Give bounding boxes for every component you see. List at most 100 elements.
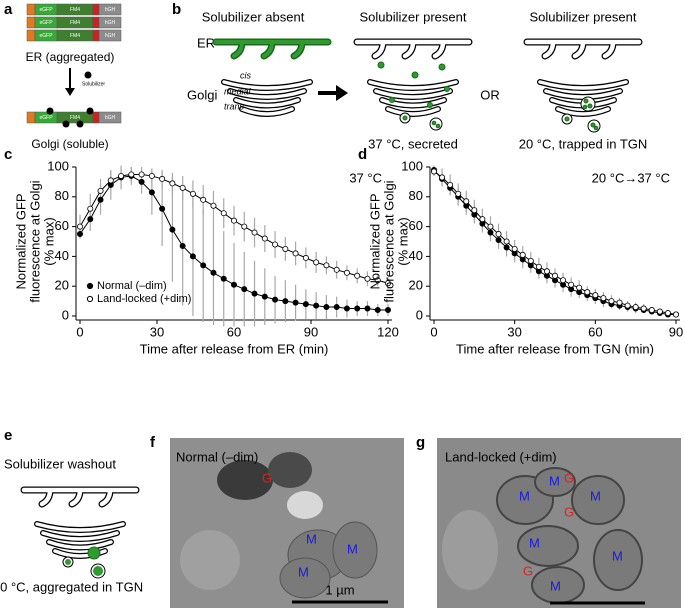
caption: 37 °C, secreted [368,136,458,151]
data-point [159,205,166,212]
solubilizer-dot [84,71,92,79]
construct-label: hGH [105,115,116,121]
legend-label: Normal (–dim) [97,280,167,292]
data-point [230,217,237,224]
data-point [592,292,599,299]
solubilizer-dot [86,107,94,115]
data-point [210,202,217,209]
micrograph [437,438,681,608]
cargo [561,96,601,133]
data-point [487,229,494,236]
header: Solubilizer washout [4,456,116,471]
data-point [463,198,470,205]
y-tick-label: 80 [55,188,69,203]
construct-label: eGFP [39,115,53,121]
cargo [377,61,450,131]
y-tick-label: 20 [55,278,69,293]
y-axis-label: Normalized GFP [367,193,382,289]
data-point [479,216,486,223]
construct-segment [26,111,36,124]
data-point [374,307,381,314]
er-label: ER [197,35,215,50]
legend-marker [86,282,94,290]
scale-label: 1 µm [325,582,354,597]
panel-label: c [4,146,12,163]
x-tick-label: 90 [304,324,318,339]
x-tick-label: 120 [377,324,399,339]
data-point [439,174,446,181]
y-tick-label: 80 [409,188,423,203]
mito-mark: M [529,535,540,550]
x-tick-label: 60 [227,324,241,339]
construct-label: eGFP [39,33,53,39]
y-tick-label: 0 [62,307,69,322]
data-point [624,302,631,309]
data-point [527,257,534,264]
er-shape [357,42,469,56]
golgi-mark: G [564,504,574,519]
data-point [272,296,279,303]
data-point [179,184,186,191]
construct-segment [92,29,100,42]
data-point [600,295,607,302]
data-point [384,307,391,314]
caption: 20 °C, trapped in TGN [519,136,648,151]
data-point [656,308,663,315]
legend-label: Land-locked (+dim) [97,293,191,305]
construct-segment [98,16,122,29]
data-point [471,207,478,214]
x-axis-label: Time after release from TGN (min) [456,341,654,356]
data-point [138,171,145,178]
y-tick-label: 0 [416,307,423,322]
data-point [503,244,510,251]
construct-label: FM4 [70,33,80,39]
y-tick-label: 100 [47,158,69,173]
data-point [302,254,309,261]
annotation: 20 °C→37 °C [592,170,670,185]
annotation: 37 °C [349,170,382,185]
data-point [354,305,361,312]
arrow-head [336,85,348,101]
data-point [664,310,671,317]
data-point [148,189,155,196]
solubilizer-dot [46,107,54,115]
arrow-head [65,88,75,96]
er-shape [527,42,639,56]
data-point [282,298,289,305]
column-header: Solubilizer present [360,9,467,24]
data-point [77,231,84,238]
construct-label: FM4 [70,115,80,121]
mito-mark: M [519,488,530,503]
golgi-mark: G [262,470,272,485]
data-point [447,181,454,188]
golgi-shape [37,524,123,556]
x-tick-label: 30 [507,324,521,339]
data-point [272,241,279,248]
y-tick-label: 40 [409,248,423,263]
cisterna-label: cis [240,70,251,80]
data-point [179,242,186,249]
data-point [87,205,94,212]
micrograph-title: Land-locked (+dim) [445,449,557,464]
data-point [632,304,639,311]
data-point [148,172,155,179]
panel-label: a [4,1,13,18]
data-point [138,178,145,185]
x-tick-label: 0 [76,324,83,339]
data-point [169,226,176,233]
data-point [200,262,207,269]
construct-label: hGH [105,7,116,13]
x-tick-label: 60 [588,324,602,339]
data-point [616,299,623,306]
data-point [323,304,330,311]
solubilizer-dot [76,120,84,128]
data-point [608,298,615,305]
solubilizer-dot [62,120,70,128]
data-point [200,196,207,203]
data-point [230,281,237,288]
micrograph-title: Normal (–dim) [176,449,258,464]
x-tick-label: 90 [669,324,683,339]
data-point [584,289,591,296]
data-point [251,290,258,297]
